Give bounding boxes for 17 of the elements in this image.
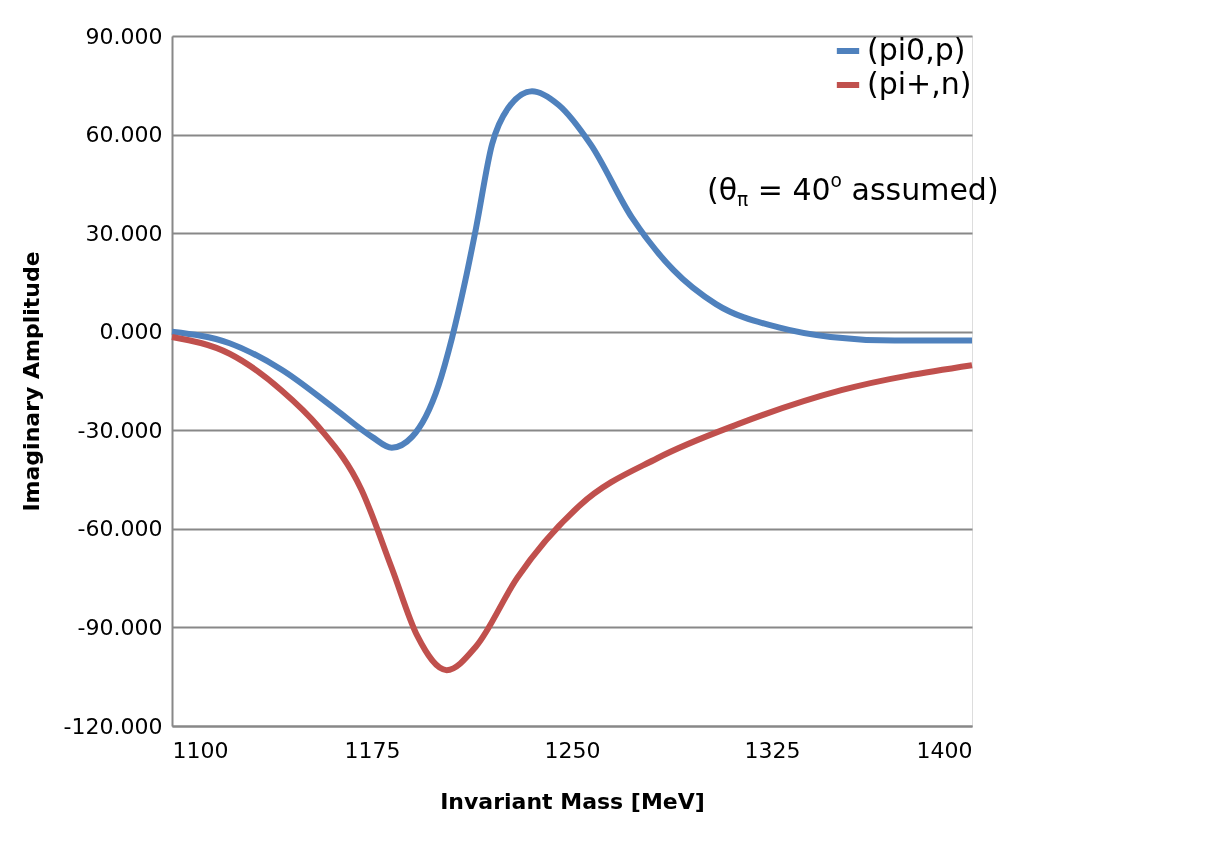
y-tick-label: 90.000	[85, 23, 163, 49]
legend-label: (pi0,p)	[867, 32, 966, 67]
x-tick-label: 1400	[916, 737, 973, 763]
x-axis-title: Invariant Mass [MeV]	[440, 788, 705, 814]
y-tick-label: -120.000	[63, 713, 163, 739]
y-tick-label: -60.000	[77, 516, 163, 542]
x-tick-label: 1100	[172, 737, 229, 763]
y-tick-label: 60.000	[85, 122, 163, 148]
legend-label: (pi+,n)	[867, 66, 972, 101]
y-tick-label: 0.000	[99, 319, 163, 345]
x-tick-label: 1250	[544, 737, 601, 763]
y-tick-label: 30.000	[85, 220, 163, 246]
y-tick-label: -30.000	[77, 417, 163, 443]
y-axis-title: Imaginary Amplitude	[18, 251, 44, 512]
x-tick-label: 1175	[344, 737, 401, 763]
y-tick-label: -90.000	[77, 614, 163, 640]
x-tick-label: 1325	[744, 737, 801, 763]
